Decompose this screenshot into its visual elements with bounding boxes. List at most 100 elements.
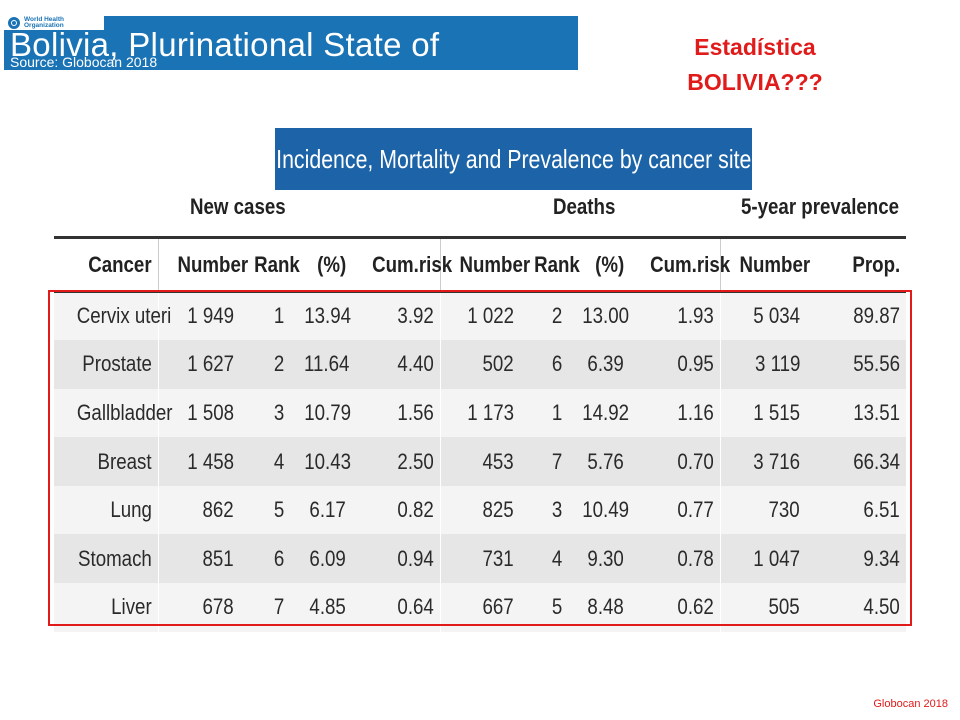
- cancer-statistics-table: Cancer Number Rank (%) Cum.risk Number R…: [54, 236, 906, 632]
- table-cell: 3 716: [753, 448, 800, 474]
- table-cell: 0.64: [352, 583, 441, 632]
- table-cell: 89.87: [853, 303, 900, 329]
- table-cell: 6.51: [863, 497, 900, 523]
- table-cell: 678: [202, 594, 234, 620]
- cancer-site-cell: Liver: [54, 583, 159, 632]
- table-header-row: Cancer Number Rank (%) Cum.risk Number R…: [54, 237, 906, 292]
- cancer-site-cell: Lung: [54, 485, 159, 535]
- table-cell: 1.93: [630, 291, 721, 341]
- table-cell: 10.49: [582, 497, 630, 523]
- table-cell: 10.43: [304, 448, 352, 474]
- cancer-site-cell: Breast: [54, 437, 159, 486]
- table-cell: 1: [551, 399, 562, 425]
- table-cell: 66.34: [853, 448, 900, 474]
- table-cell: 3: [551, 497, 562, 523]
- column-header: Cum.risk: [630, 237, 730, 292]
- table-cell: 1.56: [352, 388, 441, 438]
- table-cell: 8.48: [587, 594, 624, 620]
- table-cell: 667: [482, 594, 514, 620]
- table-cell: 2: [273, 351, 284, 377]
- table-cell: 4: [551, 545, 562, 571]
- table-cell: 14.92: [582, 399, 630, 425]
- table-cell: 13.00: [582, 303, 630, 329]
- table-row: Cervix uteri 1 949 1 13.94 3.92 1 022 2 13.00 1.…: [54, 291, 906, 341]
- table-cell: 1 022: [467, 303, 514, 329]
- table-cell: 4.50: [863, 594, 900, 620]
- footer-source: Globocan 2018: [873, 698, 948, 710]
- table-cell: 730: [768, 497, 800, 523]
- table-cell: 0.94: [352, 534, 441, 584]
- table-cell: 3.92: [352, 291, 441, 341]
- table-cell: 6: [273, 545, 284, 571]
- table-cell: 1 627: [187, 351, 234, 377]
- table-cell: 0.62: [630, 583, 721, 632]
- cancer-site-cell: Gallbladder: [54, 388, 173, 438]
- table-cell: 6.39: [587, 351, 624, 377]
- slide-title-line1: Estadística: [694, 34, 816, 60]
- table-cell: 9.30: [587, 545, 624, 571]
- slide-title: Estadística BOLIVIA???: [630, 30, 880, 100]
- table-cell: 0.82: [352, 485, 441, 535]
- table-cell: 0.70: [630, 437, 721, 486]
- group-header-new-cases: New cases: [190, 194, 286, 219]
- group-header-prevalence: 5-year prevalence: [741, 194, 900, 219]
- table-cell: 453: [482, 448, 514, 474]
- table-cell: 9.34: [863, 545, 900, 571]
- table-cell: 6.09: [309, 545, 346, 571]
- table-cell: 2: [551, 303, 562, 329]
- table-cell: 6.17: [309, 497, 346, 523]
- table-cell: 4: [273, 448, 284, 474]
- table-cell: 11.64: [304, 351, 350, 377]
- table-row: Liver 678 7 4.85 0.64 667 5 8.48 0.62 505 4.50: [54, 583, 906, 632]
- table-cell: 2.50: [352, 437, 441, 486]
- column-header: Cum.risk: [352, 237, 452, 292]
- table-cell: 5 034: [753, 303, 800, 329]
- who-name-line1: World Health: [24, 16, 64, 23]
- source-label: Source: Globocan 2018: [10, 54, 158, 70]
- table-cell: 862: [202, 497, 234, 523]
- table-cell: 13.94: [304, 303, 352, 329]
- who-name-line2: Organization: [24, 22, 64, 29]
- table-cell: 5: [273, 497, 284, 523]
- table-cell: 5.76: [587, 448, 624, 474]
- table-cell: 7: [273, 594, 284, 620]
- table-cell: 3 119: [754, 351, 800, 377]
- table-cell: 851: [202, 545, 234, 571]
- table-cell: 505: [768, 594, 800, 620]
- table-cell: 1 173: [467, 399, 514, 425]
- table-title-text: Incidence, Mortality and Prevalence by c…: [275, 143, 752, 174]
- table-cell: 0.77: [630, 485, 721, 535]
- table-cell: 3: [273, 399, 284, 425]
- column-header: (%): [594, 251, 624, 277]
- table-cell: 502: [482, 351, 514, 377]
- column-header: Cancer: [54, 237, 159, 292]
- table-title: Incidence, Mortality and Prevalence by c…: [275, 128, 752, 190]
- table-row: Stomach 851 6 6.09 0.94 731 4 9.30 0.78 1 047 9.34: [54, 534, 906, 584]
- column-header: Number: [738, 251, 810, 277]
- cancer-site-cell: Prostate: [54, 340, 159, 389]
- table-cell: 6: [551, 351, 562, 377]
- table-cell: 13.51: [853, 399, 900, 425]
- table-cell: 0.78: [630, 534, 721, 584]
- column-header: Rank: [254, 251, 300, 277]
- who-banner: World Health Organization Bolivia, Pluri…: [4, 16, 578, 70]
- table-cell: 55.56: [853, 351, 900, 377]
- table-cell: 5: [551, 594, 562, 620]
- table-row: Prostate 1 627 2 11.64 4.40 502 6 6.39 0.95 3 119…: [54, 340, 906, 389]
- column-header: Number: [176, 251, 248, 277]
- table-cell: 825: [482, 497, 514, 523]
- table-cell: 1.16: [630, 388, 721, 438]
- table-cell: 1 515: [753, 399, 800, 425]
- country-name: Bolivia, Plurinational State of: [10, 26, 440, 63]
- table-cell: 0.95: [630, 340, 721, 389]
- table-cell: 1 508: [187, 399, 234, 425]
- table-row: Lung 862 5 6.17 0.82 825 3 10.49 0.77 730 6.51: [54, 485, 906, 535]
- who-logo: World Health Organization: [4, 16, 104, 30]
- table-row: Gallbladder 1 508 3 10.79 1.56 1 173 1 14.92 1.1…: [54, 388, 906, 438]
- table-cell: 1: [273, 303, 284, 329]
- table-cell: 4.85: [309, 594, 346, 620]
- column-header: (%): [316, 251, 346, 277]
- group-header-deaths: Deaths: [553, 194, 616, 219]
- table-cell: 1 458: [187, 448, 234, 474]
- table-cell: 1 047: [753, 545, 800, 571]
